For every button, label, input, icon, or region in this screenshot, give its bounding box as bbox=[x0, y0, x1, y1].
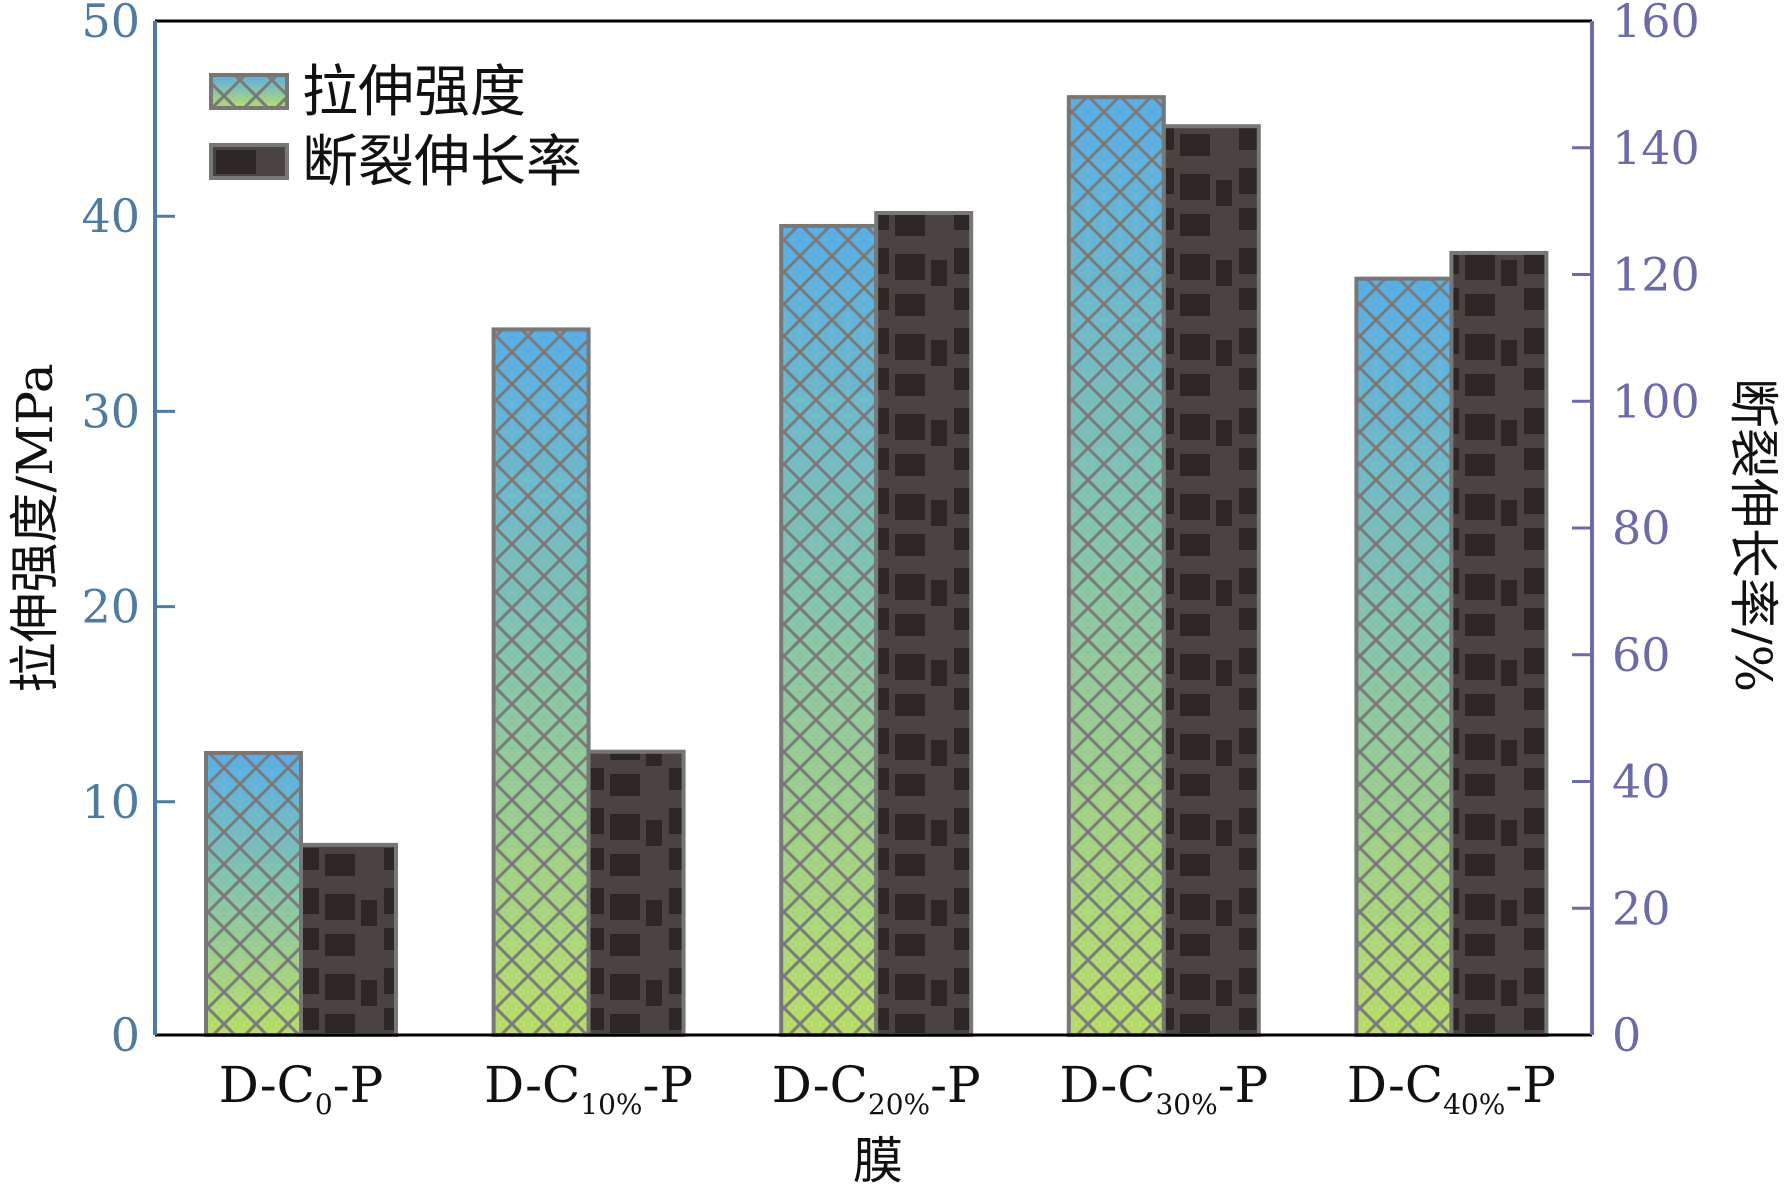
left-y-tick-label: 40 bbox=[81, 189, 140, 243]
bar-elongation-at-break bbox=[1449, 250, 1549, 1037]
x-tick-label-main: D-C bbox=[219, 1056, 315, 1114]
legend-label-tensile: 拉伸强度 bbox=[302, 60, 526, 125]
bar-tensile-strength-hatch bbox=[1354, 276, 1454, 1037]
x-tick-label-main: D-C bbox=[1059, 1056, 1155, 1114]
x-tick-label-main: D-C bbox=[1347, 1056, 1443, 1114]
bar-tensile-strength-hatch bbox=[491, 327, 591, 1037]
x-tick-label-subscript: 40% bbox=[1443, 1088, 1505, 1121]
bar-elongation-at-break bbox=[299, 842, 398, 1037]
right-y-tick-label: 20 bbox=[1612, 881, 1671, 935]
x-tick-label: D-C0-P bbox=[219, 1056, 384, 1121]
right-y-tick-label: 120 bbox=[1612, 248, 1700, 302]
legend: 拉伸强度 断裂伸长率 bbox=[209, 60, 582, 195]
x-tick-label-tail: -P bbox=[333, 1056, 384, 1114]
x-tick-label-tail: -P bbox=[1505, 1056, 1556, 1114]
right-y-tick-label: 160 bbox=[1612, 0, 1700, 48]
bar-tensile-strength-hatch bbox=[204, 751, 303, 1037]
legend-swatch-tensile-hatch bbox=[209, 73, 289, 110]
right-y-tick-label: 40 bbox=[1612, 755, 1671, 809]
right-y-axis-title: 断裂伸长率/% bbox=[1724, 378, 1782, 692]
x-tick-label-subscript: 10% bbox=[580, 1088, 642, 1121]
x-tick-label-tail: -P bbox=[643, 1056, 694, 1114]
bar-tensile-strength-hatch bbox=[1066, 95, 1166, 1038]
legend-label-elongation: 断裂伸长率 bbox=[302, 130, 582, 195]
right-y-tick-label: 0 bbox=[1612, 1008, 1641, 1062]
x-tick-label: D-C20%-P bbox=[772, 1056, 981, 1121]
right-y-tick-label: 140 bbox=[1612, 121, 1700, 175]
x-tick-label: D-C40%-P bbox=[1347, 1056, 1556, 1121]
left-y-tick-label: 0 bbox=[111, 1008, 140, 1062]
left-y-axis-title: 拉伸强度/MPa bbox=[6, 363, 64, 692]
bar-elongation-at-break bbox=[586, 749, 686, 1037]
x-axis-title: 膜 bbox=[853, 1132, 903, 1186]
left-y-tick-label: 30 bbox=[81, 384, 140, 438]
x-tick-label-subscript: 0 bbox=[315, 1088, 333, 1121]
legend-item-tensile: 拉伸强度 bbox=[209, 60, 526, 125]
ticks-layer: 0 10 20 30 40 50 0 20 40 60 80 100 120 140 160 bbox=[81, 0, 1699, 1062]
left-y-tick-label: 50 bbox=[81, 0, 140, 48]
x-tick-label-main: D-C bbox=[772, 1056, 868, 1114]
left-y-tick-label: 10 bbox=[81, 775, 140, 829]
right-y-tick-label: 80 bbox=[1612, 501, 1671, 555]
bar-elongation-at-break bbox=[1161, 124, 1261, 1037]
x-tick-label-tail: -P bbox=[930, 1056, 981, 1114]
x-tick-label-tail: -P bbox=[1218, 1056, 1269, 1114]
right-y-tick-label: 100 bbox=[1612, 374, 1700, 428]
bars-layer bbox=[204, 95, 1549, 1038]
x-tick-label-subscript: 20% bbox=[868, 1088, 930, 1121]
bar-elongation-at-break bbox=[874, 211, 974, 1037]
legend-swatch-elongation-block bbox=[216, 150, 256, 174]
x-tick-label: D-C30%-P bbox=[1059, 1056, 1268, 1121]
category-labels: D-C0-P D-C10%-P D-C20%-P D-C30%-P D-C40%-P bbox=[219, 1056, 1556, 1121]
right-y-tick-label: 60 bbox=[1612, 628, 1671, 682]
x-tick-label: D-C10%-P bbox=[484, 1056, 693, 1121]
x-tick-label-main: D-C bbox=[484, 1056, 580, 1114]
x-tick-label-subscript: 30% bbox=[1155, 1088, 1217, 1121]
bar-tensile-strength-hatch bbox=[779, 223, 879, 1037]
left-y-tick-label: 20 bbox=[81, 580, 140, 634]
legend-item-elongation: 断裂伸长率 bbox=[209, 130, 582, 195]
